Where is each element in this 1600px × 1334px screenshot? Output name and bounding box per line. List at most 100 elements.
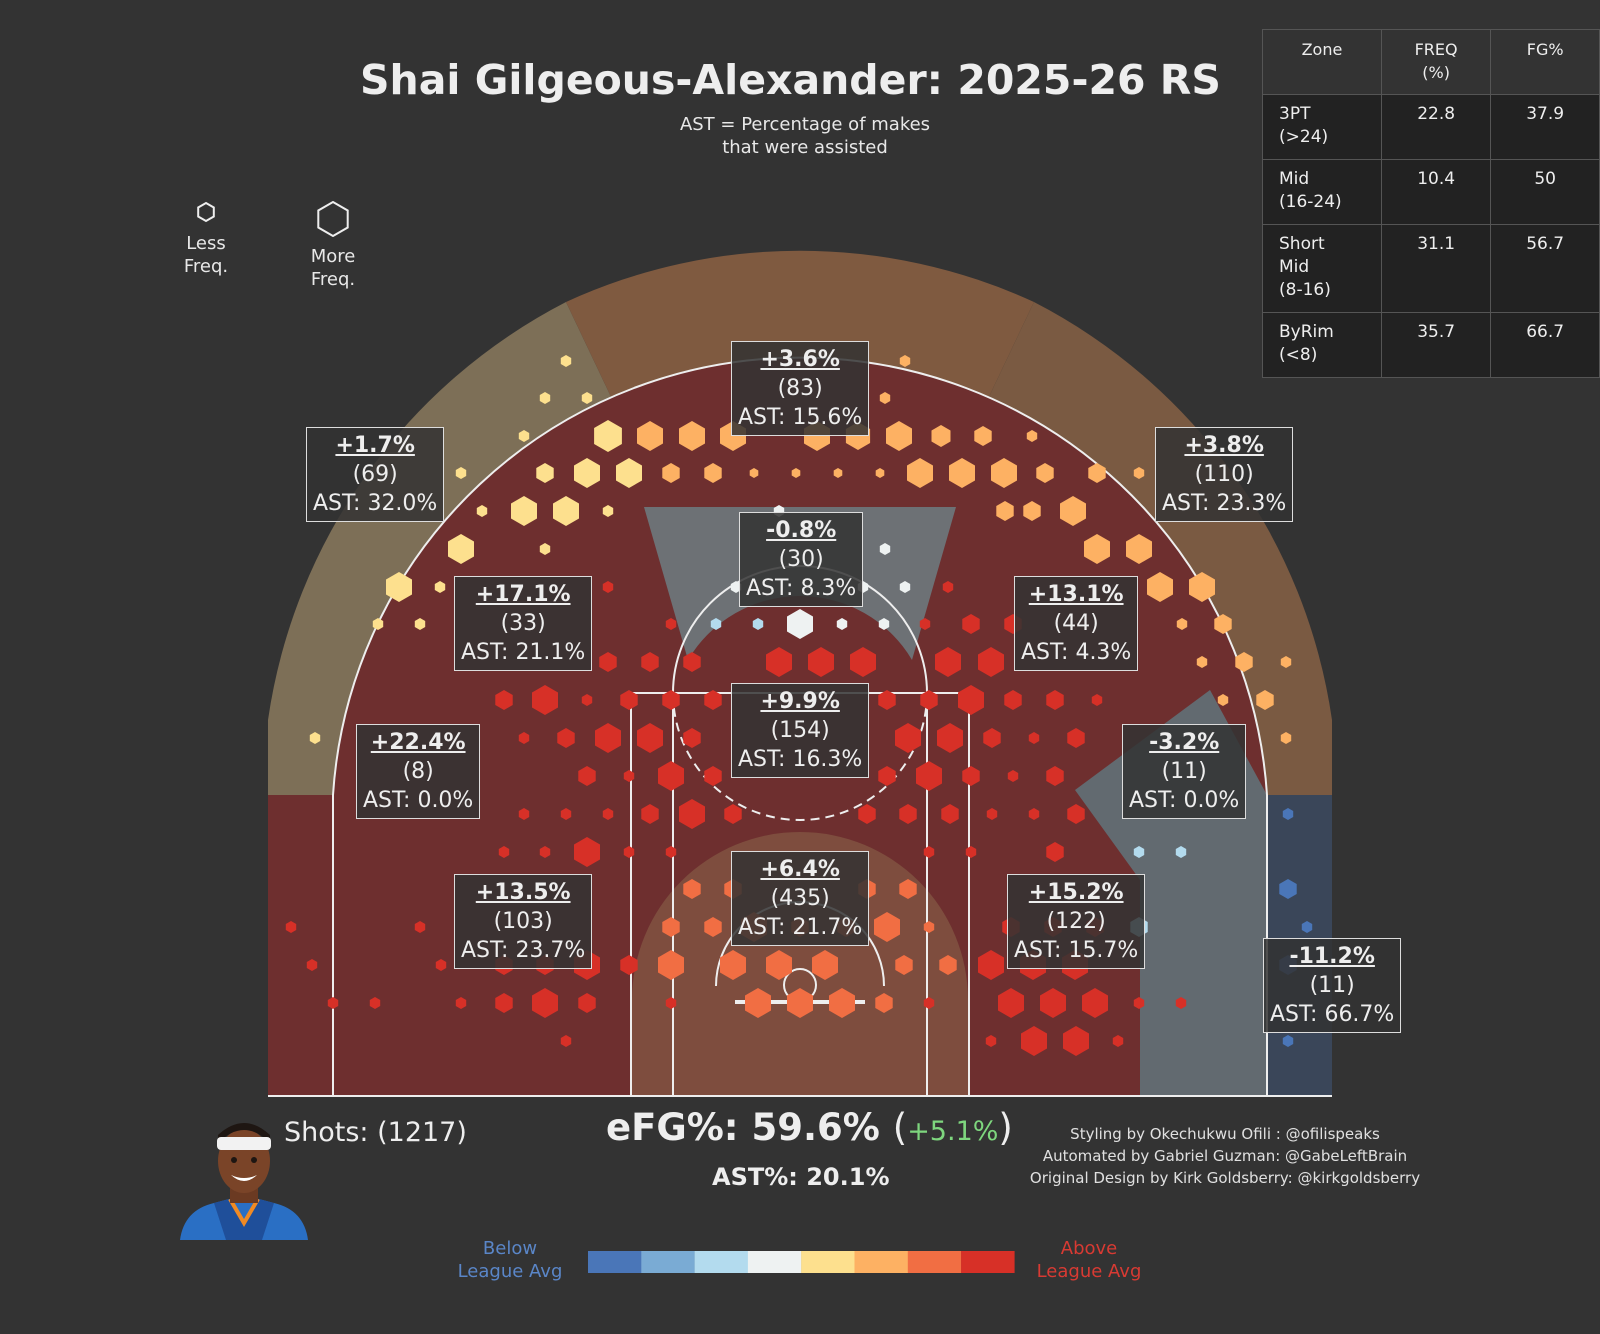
shot-hexagon	[641, 804, 659, 824]
chart-subtitle: AST = Percentage of makes that were assi…	[640, 113, 970, 159]
shot-hexagon	[965, 846, 977, 858]
zone-diff: +22.4%	[370, 730, 466, 755]
shot-hexagon	[899, 581, 911, 593]
shot-hexagon	[518, 732, 530, 744]
zone-freq: 10.4	[1380, 159, 1492, 225]
zone-table: Zone FREQ (%) FG% 3PT (>24) 22.8 37.9 Mi…	[1262, 29, 1600, 378]
zone-ast: AST: 66.7%	[1270, 1002, 1395, 1027]
shot-hexagon	[1067, 728, 1085, 748]
shot-hexagon	[679, 421, 705, 451]
shot-hexagon	[899, 804, 917, 824]
shot-hexagon	[1084, 534, 1110, 564]
shot-hexagon	[665, 997, 677, 1009]
legend-more-freq: More Freq.	[293, 201, 373, 291]
shot-hexagon	[766, 950, 792, 980]
shot-hexagon	[1301, 921, 1313, 933]
shot-hexagon	[683, 728, 701, 748]
shot-hexagon	[704, 463, 722, 483]
zone-ast: AST: 15.7%	[1014, 938, 1139, 963]
shot-hexagon	[581, 694, 593, 706]
zone-ast: AST: 21.7%	[738, 915, 863, 940]
shot-hexagon	[939, 955, 957, 975]
zone-annotation-mid-left-baseline: +22.4% (8) AST: 0.0%	[356, 724, 481, 819]
shot-hexagon	[327, 997, 339, 1009]
shot-hexagon	[704, 917, 722, 937]
zone-table-row: Mid (16-24) 10.4 50	[1262, 159, 1600, 225]
total-shots: Shots: (1217)	[284, 1117, 467, 1148]
shot-hexagon	[662, 463, 680, 483]
shot-hexagon	[1280, 732, 1292, 744]
shot-hexagon	[662, 917, 680, 937]
zone-annotation-short-mid-paint: +9.9% (154) AST: 16.3%	[731, 683, 870, 778]
shot-hexagon	[836, 618, 848, 630]
shot-hexagon	[495, 690, 513, 710]
zone-diff: +13.5%	[475, 880, 571, 905]
shot-hexagon	[1028, 808, 1040, 820]
legend-more-line-2: Freq.	[310, 269, 356, 290]
shot-hexagon	[1028, 732, 1040, 744]
zone-count: (11)	[1309, 973, 1355, 998]
shot-hexagon	[578, 766, 596, 786]
shot-hexagon	[1026, 430, 1038, 442]
colorbar-above-label: Above League Avg	[1029, 1237, 1149, 1283]
shot-hexagon	[455, 997, 467, 1009]
zone-annotation-restricted-area: +6.4% (435) AST: 21.7%	[731, 851, 870, 946]
shot-hexagon	[1175, 997, 1187, 1009]
ast-percentage: AST%: 20.1%	[712, 1163, 890, 1191]
shot-hexagon	[637, 723, 663, 753]
shot-hexagon	[1021, 1026, 1047, 1056]
efg-diff: +5.1%	[907, 1116, 999, 1147]
shot-hexagon	[941, 804, 959, 824]
efg-value: eFG%: 59.6%	[606, 1106, 880, 1149]
shot-hexagon	[787, 988, 813, 1018]
shot-hexagon	[641, 652, 659, 672]
shot-hexagon	[1235, 652, 1253, 672]
shot-hexagon	[532, 685, 558, 715]
zone-fg: 37.9	[1490, 94, 1600, 160]
shot-hexagon	[539, 846, 551, 858]
colorbar-swatch	[907, 1251, 962, 1273]
small-hexagon-icon	[197, 201, 215, 223]
zone-diff: +15.2%	[1028, 880, 1124, 905]
above-line-1: Above	[1060, 1238, 1118, 1259]
zone-ast: AST: 0.0%	[1129, 788, 1240, 813]
shot-hexagon	[372, 618, 384, 630]
shot-hexagon	[998, 988, 1024, 1018]
zone-count: (154)	[770, 718, 830, 743]
shot-hexagon	[1046, 766, 1064, 786]
subtitle-line-1: AST = Percentage of makes	[679, 114, 931, 135]
colorbar	[588, 1251, 1015, 1273]
shot-hexagon	[720, 950, 746, 980]
zone-name: Mid (16-24)	[1262, 159, 1382, 225]
shot-hexagon	[878, 618, 890, 630]
shot-hexagon	[875, 468, 885, 478]
zone-ast: AST: 21.1%	[461, 640, 586, 665]
zone-ast: AST: 32.0%	[313, 491, 438, 516]
chart-title: Shai Gilgeous-Alexander: 2025-26 RS	[360, 56, 1221, 104]
shot-hexagon	[616, 458, 642, 488]
credits: Styling by Okechukwu Ofili : @ofilispeak…	[1020, 1123, 1430, 1189]
shot-hexagon	[1133, 467, 1145, 479]
zone-diff: +3.6%	[760, 347, 840, 372]
shot-hexagon	[536, 463, 554, 483]
shot-hexagon	[923, 846, 935, 858]
shot-hexagon	[1176, 618, 1188, 630]
zone-annotation-short-mid-right: +15.2% (122) AST: 15.7%	[1007, 874, 1146, 969]
above-line-2: League Avg	[1036, 1261, 1142, 1282]
shot-hexagon	[766, 647, 792, 677]
player-avatar	[180, 1123, 308, 1240]
shot-hexagon	[599, 652, 617, 672]
shot-hexagon	[745, 988, 771, 1018]
shot-hexagon	[511, 496, 537, 526]
shot-hexagon	[874, 912, 900, 942]
zone-fg: 50	[1490, 159, 1600, 225]
shot-hexagon	[637, 421, 663, 451]
zone-annotation-corner-3-right: -11.2% (11) AST: 66.7%	[1263, 938, 1402, 1033]
shot-hexagon	[704, 766, 722, 786]
zone-count: (11)	[1161, 759, 1207, 784]
zone-diff: +9.9%	[760, 689, 840, 714]
shot-hexagon	[787, 609, 813, 639]
shot-hexagon	[899, 355, 911, 367]
shot-hexagon	[949, 458, 975, 488]
shot-hexagon	[620, 955, 638, 975]
